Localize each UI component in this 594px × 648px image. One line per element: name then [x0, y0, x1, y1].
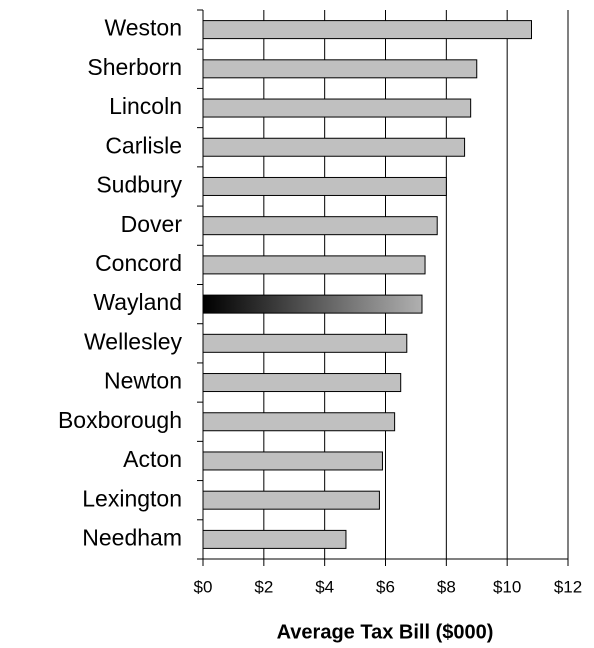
bar	[202, 59, 478, 79]
bar	[202, 333, 408, 353]
category-label: Sherborn	[87, 54, 182, 80]
x-tick-label: $8	[437, 577, 456, 596]
category-label: Needham	[82, 524, 182, 550]
bar	[202, 255, 426, 275]
bar	[202, 490, 380, 510]
category-label: Wellesley	[84, 328, 182, 354]
category-label: Dover	[121, 211, 183, 237]
bar	[202, 529, 347, 549]
category-label: Acton	[123, 446, 182, 472]
x-tick-label: $0	[194, 577, 213, 596]
category-label: Wayland	[93, 289, 182, 315]
x-tick-label: $6	[376, 577, 395, 596]
category-label: Concord	[95, 250, 182, 276]
bar	[202, 412, 396, 432]
bar	[202, 373, 402, 393]
bar	[202, 216, 438, 236]
x-tick-label: $4	[315, 577, 334, 596]
category-label: Boxborough	[58, 407, 182, 433]
bar	[202, 20, 532, 40]
category-label: Lincoln	[109, 93, 182, 119]
category-label: Newton	[104, 368, 182, 394]
category-label: Lexington	[82, 485, 182, 511]
x-tick-label: $10	[493, 577, 521, 596]
x-axis-title: Average Tax Bill ($000)	[277, 621, 494, 643]
category-label: Sudbury	[96, 172, 182, 198]
bar	[202, 98, 472, 118]
bar	[202, 294, 423, 314]
x-tick-label: $2	[254, 577, 273, 596]
bar	[202, 176, 447, 196]
bar	[202, 451, 383, 471]
category-label: Carlisle	[105, 132, 182, 158]
category-label: Weston	[104, 15, 182, 41]
x-tick-label: $12	[554, 577, 582, 596]
bar	[202, 137, 466, 157]
